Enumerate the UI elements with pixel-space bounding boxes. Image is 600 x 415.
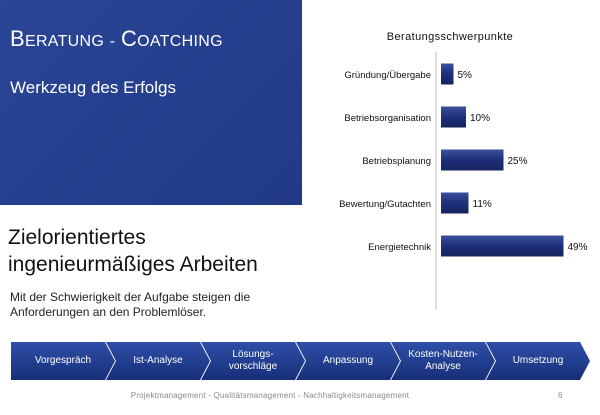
chart-canvas: Beratungsschwerpunkte Gründung/Übergabe 5%… <box>339 31 588 310</box>
value-label: 25% <box>508 156 528 167</box>
process-step: Anpassung <box>296 342 400 380</box>
category-label: Betriebsplanung <box>362 156 431 167</box>
process-step: Lösungs- vorschläge <box>201 342 305 380</box>
process-step: Kosten-Nutzen- Analyse <box>391 342 495 380</box>
slide-title: BERATUNG - COATCHING <box>10 26 223 51</box>
page-number: 6 <box>558 391 563 400</box>
chart-title: Beratungsschwerpunkte <box>387 31 513 43</box>
process-steps: Vorgespräch Ist-Analyse Lösungs- vorschläg… <box>11 342 591 380</box>
value-label: 49% <box>568 242 588 253</box>
headline-line-1: Zielorientiertes <box>8 226 146 249</box>
title-panel: BERATUNG - COATCHING Werkzeug des Erfolg… <box>0 0 302 205</box>
body-text: Mit der Schwierigkeit der Aufgabe steige… <box>10 290 251 319</box>
headline: Zielorientiertes ingenieurmäßiges Arbeit… <box>8 224 308 278</box>
value-label: 5% <box>458 70 473 81</box>
process-step: Vorgespräch <box>11 342 115 380</box>
bar <box>441 106 466 128</box>
category-label: Bewertung/Gutachten <box>339 199 431 210</box>
value-label: 10% <box>470 113 490 124</box>
headline-line-2: ingenieurmäßiges Arbeiten <box>8 253 258 276</box>
bar <box>441 63 454 85</box>
value-label: 11% <box>473 199 492 210</box>
category-label: Gründung/Übergabe <box>344 70 431 81</box>
bar <box>441 235 564 257</box>
category-label: Energietechnik <box>368 242 431 253</box>
footer-text: Projektmanagement - Qualitätsmanagement … <box>130 391 410 400</box>
process-step: Umsetzung <box>486 342 590 380</box>
bar <box>441 192 469 214</box>
bar <box>441 149 504 171</box>
category-label: Betriebsorganisation <box>344 113 431 124</box>
process-step: Ist-Analyse <box>106 342 210 380</box>
focus-areas-chart: Beratungsschwerpunkte Gründung/Übergabe 5%… <box>305 22 597 322</box>
slide-subtitle: Werkzeug des Erfolgs <box>10 78 176 97</box>
